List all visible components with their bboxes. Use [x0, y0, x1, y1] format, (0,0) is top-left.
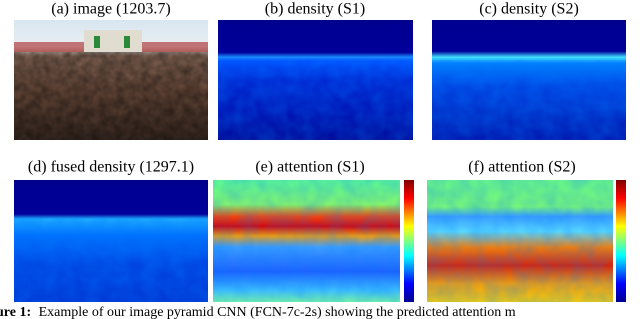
panel-caption: (f) attention (S2)	[468, 159, 576, 176]
image-region	[94, 36, 100, 48]
panel-caption: (c) density (S2)	[479, 1, 579, 18]
density-map	[14, 180, 208, 302]
image-region	[213, 180, 400, 302]
image-region	[14, 52, 208, 140]
image-region	[14, 218, 208, 302]
image-region	[84, 30, 142, 52]
image-region	[124, 36, 130, 48]
image-region	[427, 180, 613, 302]
image-region	[218, 60, 413, 140]
panel-caption: (b) density (S1)	[265, 1, 365, 18]
attention-map	[213, 180, 414, 302]
figure-caption: ure 1: Example of our image pyramid CNN …	[0, 305, 516, 319]
attention-map	[427, 180, 626, 302]
colorbar	[404, 180, 414, 302]
panel-caption: (e) attention (S1)	[255, 159, 364, 176]
density-map	[218, 20, 413, 140]
panel-caption: (d) fused density (1297.1)	[28, 159, 194, 176]
panel-caption: (a) image (1203.7)	[51, 1, 171, 18]
image-region	[432, 60, 626, 140]
caption-label: ure 1:	[0, 305, 31, 319]
colorbar	[616, 180, 626, 302]
crowd-image	[14, 20, 208, 140]
density-map	[432, 20, 626, 140]
caption-text: Example of our image pyramid CNN (FCN-7c…	[39, 305, 516, 319]
